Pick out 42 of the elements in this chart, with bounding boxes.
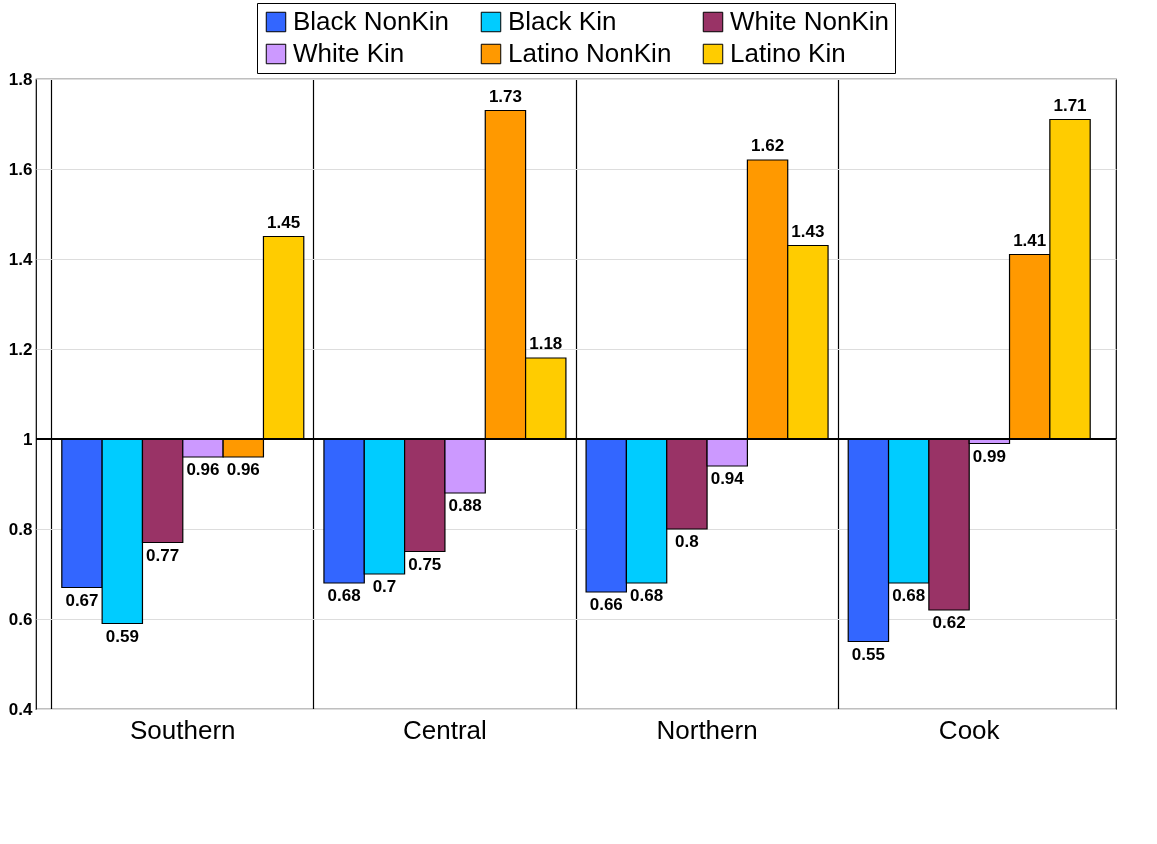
data-label: 0.68	[892, 586, 926, 605]
data-label: 0.66	[589, 595, 623, 614]
data-label: 0.68	[630, 586, 664, 605]
legend-label: White NonKin	[730, 6, 889, 36]
y-tick-label: 0.8	[8, 519, 33, 539]
data-label: 0.96	[226, 460, 260, 479]
y-tick-label: 0.4	[8, 699, 34, 719]
y-tick-label: 0.6	[8, 609, 33, 629]
data-label: 0.88	[448, 496, 482, 515]
legend-label: White Kin	[293, 38, 405, 68]
data-label: 1.41	[1013, 230, 1047, 250]
data-label: 1.43	[791, 221, 825, 241]
data-label: 0.67	[65, 590, 99, 610]
legend-label: Black NonKin	[293, 6, 450, 36]
y-tick-label: 1.8	[8, 69, 33, 89]
data-label: 0.75	[408, 554, 442, 574]
data-label: 0.77	[146, 545, 180, 565]
data-label: 0.55	[851, 644, 885, 664]
x-tick-label: Central	[403, 714, 487, 745]
data-label: 0.94	[710, 469, 745, 488]
data-label: 0.96	[186, 460, 220, 479]
legend-label: Latino Kin	[730, 38, 846, 68]
data-label: 1.62	[751, 136, 785, 155]
x-tick-label: Northern	[656, 714, 758, 745]
data-label: 1.18	[529, 334, 563, 353]
legend-label: Latino NonKin	[508, 38, 672, 68]
data-label: 0.59	[105, 626, 139, 646]
data-label: 0.62	[932, 613, 966, 632]
data-label: 1.71	[1053, 95, 1087, 115]
data-label: 0.68	[327, 586, 361, 605]
data-label: 0.99	[972, 446, 1006, 466]
legend-label: Black Kin	[508, 6, 617, 36]
y-tick-label: 1.6	[8, 159, 33, 179]
x-tick-label: Cook	[938, 714, 1001, 745]
x-tick-label: Southern	[130, 714, 236, 745]
data-label: 0.8	[675, 532, 699, 551]
data-label: 1.73	[488, 86, 522, 106]
y-tick-label: 1.4	[8, 249, 34, 269]
data-label: 1.45	[267, 212, 301, 232]
y-tick-label: 1.2	[8, 339, 33, 359]
y-tick-label: 1	[23, 429, 33, 449]
data-label: 0.7	[372, 577, 397, 596]
